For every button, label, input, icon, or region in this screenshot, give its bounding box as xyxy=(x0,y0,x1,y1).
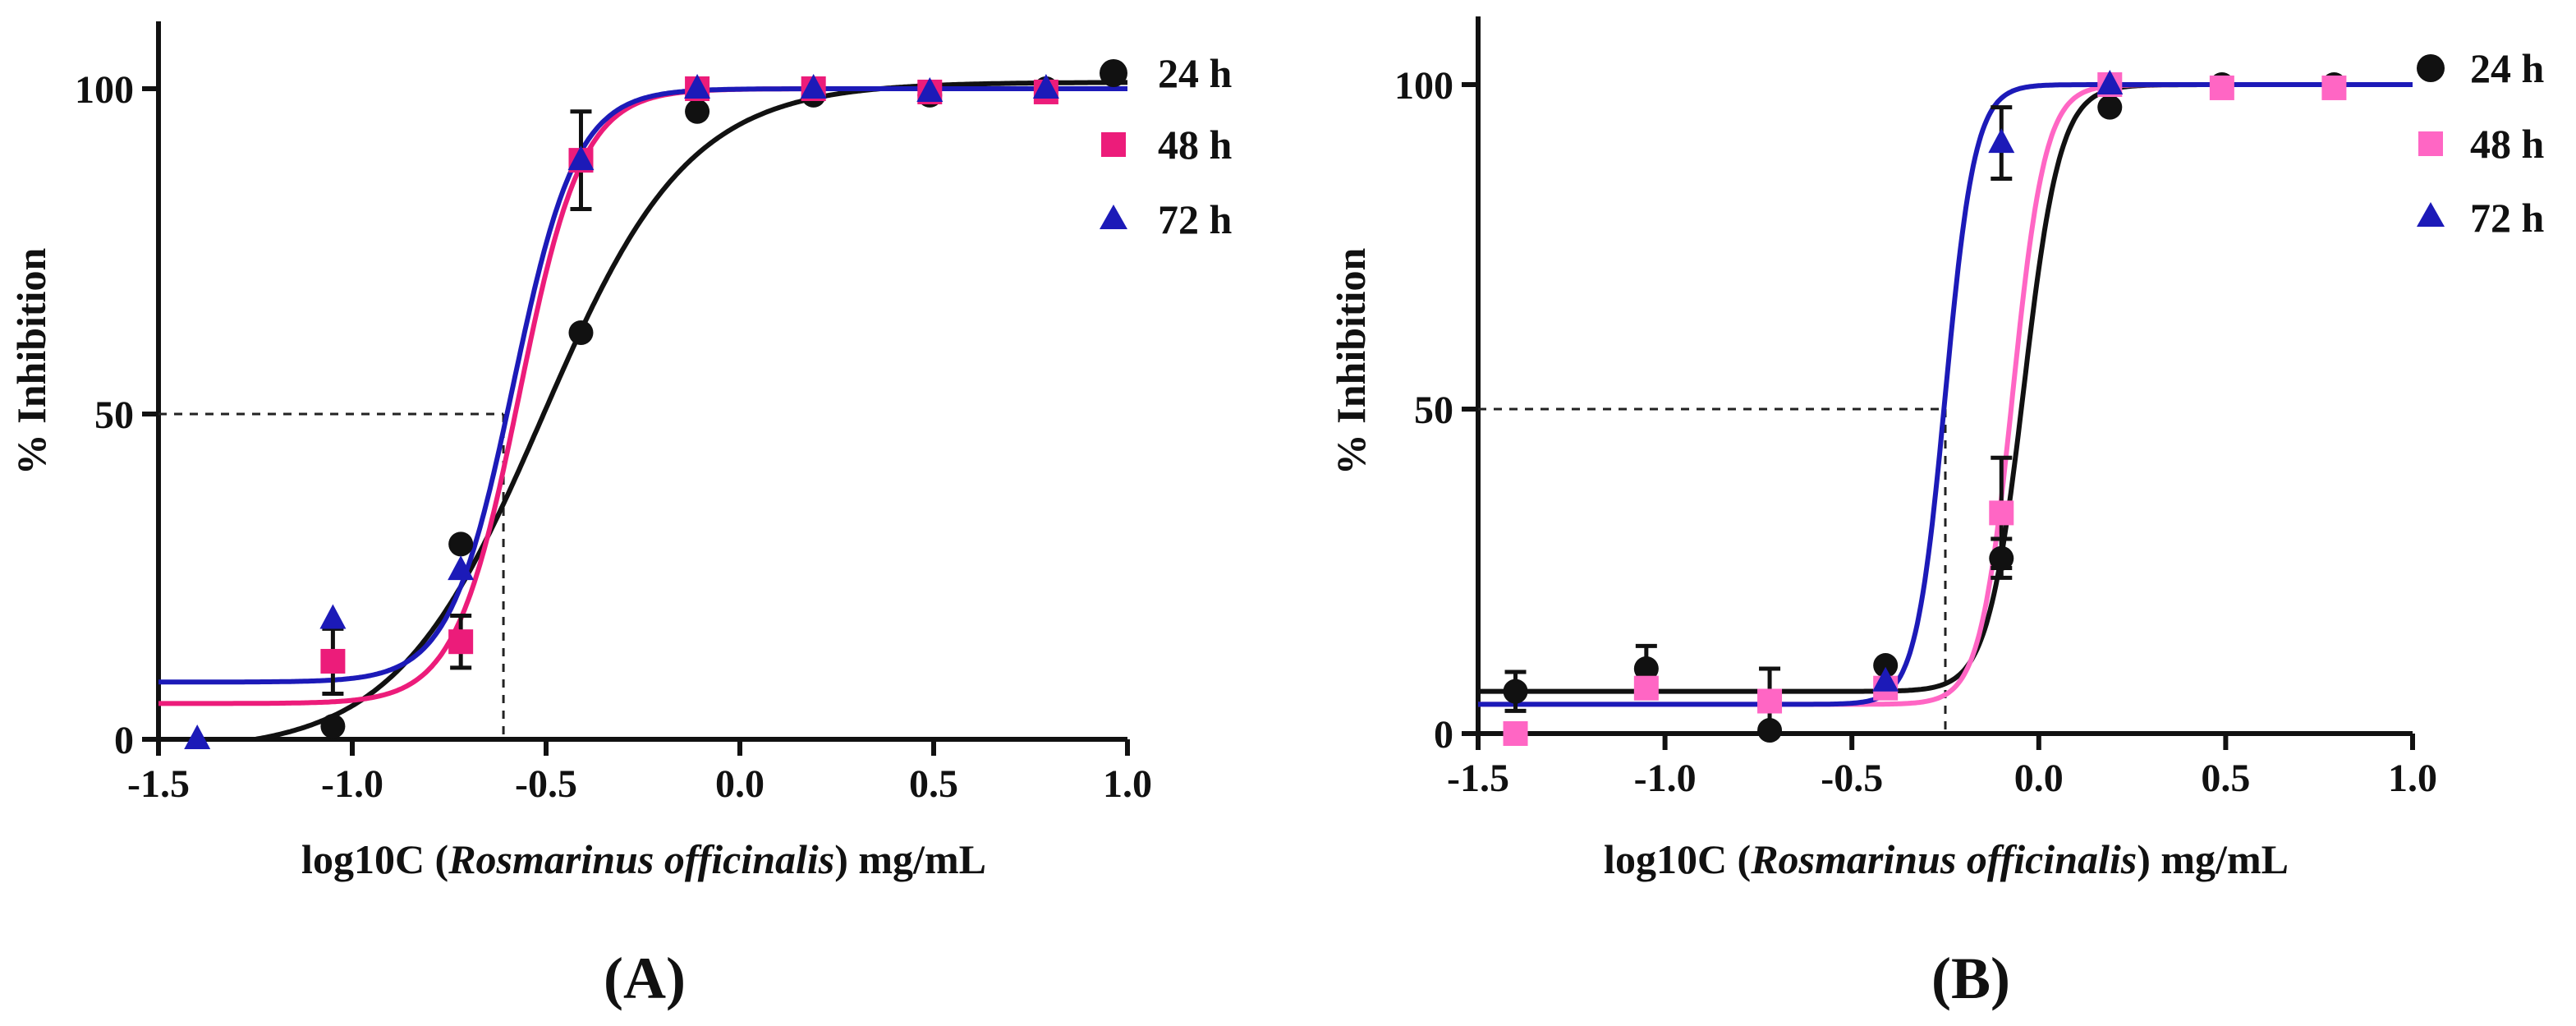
data-point-triangle xyxy=(184,725,211,749)
x-tick-label: -1.0 xyxy=(321,762,383,806)
data-point-square xyxy=(448,629,474,655)
x-tick-label: -0.5 xyxy=(515,762,577,806)
error-bars xyxy=(1504,105,2013,736)
data-point-square xyxy=(2209,75,2234,100)
x-axis-title: log10C (Rosmarinus officinalis) mg/mL xyxy=(301,836,986,882)
data-point-triangle xyxy=(2096,70,2124,94)
data-point-triangle xyxy=(684,74,711,99)
legend-marker-square xyxy=(1101,132,1126,157)
fit-curve-72h xyxy=(158,86,1127,685)
legend-marker-square xyxy=(2418,131,2443,156)
data-point-circle xyxy=(1873,653,1899,679)
legend-marker-circle xyxy=(2417,54,2445,82)
legend-label: 48 h xyxy=(2470,121,2545,167)
panel-label: (A) xyxy=(604,945,686,1011)
x-tick-label: 1.0 xyxy=(1103,762,1152,806)
legend-item-24h: 24 h xyxy=(1100,50,1233,96)
x-tick-label: 1.0 xyxy=(2388,757,2437,800)
legend-item-48h: 48 h xyxy=(2418,121,2545,167)
ic50-reference-lines xyxy=(1478,407,1947,734)
x-tick-label: 0.5 xyxy=(2201,757,2250,800)
data-point-circle xyxy=(1989,545,2014,571)
legend-label: 72 h xyxy=(2470,195,2545,241)
data-point-circle xyxy=(2097,94,2123,120)
data-point-circle xyxy=(685,99,710,124)
legend-marker-triangle xyxy=(1100,205,1127,229)
x-tick-label: -1.0 xyxy=(1634,757,1697,800)
legend-item-24h: 24 h xyxy=(2417,45,2545,91)
x-tick-label: 0.5 xyxy=(909,762,958,806)
legend: 24 h 48 h 72 h xyxy=(2417,45,2545,241)
data-point-triangle xyxy=(567,145,595,171)
fit-curve-72h xyxy=(1478,82,2413,707)
y-axis-title: % Inhibition xyxy=(8,248,54,476)
legend-label: 24 h xyxy=(1158,50,1233,96)
data-point-triangle xyxy=(319,604,347,629)
data-point-square xyxy=(1757,688,1783,714)
legend-item-72h: 72 h xyxy=(2417,195,2545,241)
x-axis-title: log10C (Rosmarinus officinalis) mg/mL xyxy=(1604,836,2289,882)
legend-marker-triangle xyxy=(2417,202,2445,227)
y-tick-label: 50 xyxy=(1414,389,1453,432)
fit-curve-24h xyxy=(255,80,1127,742)
data-point-triangle xyxy=(1988,128,2015,154)
legend-label: 72 h xyxy=(1158,196,1233,242)
data-point-triangle xyxy=(800,74,827,99)
panel-b: -1.5 -1.0 -0.5 0.0 0.5 1.0 0 50 100 log10C (Ros… xyxy=(1328,16,2545,1011)
data-point-square xyxy=(2321,75,2347,100)
data-points xyxy=(184,74,1059,749)
x-tick-label: -0.5 xyxy=(1821,757,1883,800)
data-point-triangle xyxy=(1872,666,1899,692)
y-ticks: 0 50 100 xyxy=(1394,64,1478,757)
data-point-square xyxy=(1633,675,1659,701)
x-tick-label: -1.5 xyxy=(1447,757,1509,800)
fit-curves xyxy=(158,80,1127,742)
data-point-circle xyxy=(448,531,474,557)
fit-curve-48h xyxy=(158,86,1127,706)
x-ticks: -1.5 -1.0 -0.5 0.0 0.5 1.0 xyxy=(1447,734,2437,800)
data-point-triangle xyxy=(916,76,944,102)
y-tick-label: 50 xyxy=(94,393,134,437)
legend-item-72h: 72 h xyxy=(1100,196,1233,242)
fit-curves xyxy=(1478,82,2413,707)
data-point-square xyxy=(1989,500,2014,526)
data-point-square xyxy=(320,648,346,674)
data-point-square xyxy=(1503,721,1528,746)
x-tick-label: -1.5 xyxy=(127,762,190,806)
y-tick-label: 0 xyxy=(114,719,134,762)
data-point-circle xyxy=(320,714,346,739)
legend-label: 24 h xyxy=(2470,45,2545,91)
y-axis-title: % Inhibition xyxy=(1328,248,1374,476)
data-point-circle xyxy=(1503,679,1528,704)
data-point-triangle xyxy=(448,555,475,581)
data-point-circle xyxy=(568,320,594,345)
data-points xyxy=(1503,70,2347,746)
x-tick-label: 0.0 xyxy=(2014,757,2064,800)
y-ticks: 0 50 100 xyxy=(75,68,158,762)
x-ticks: -1.5 -1.0 -0.5 0.0 0.5 1.0 xyxy=(127,739,1152,806)
data-point-circle xyxy=(1757,718,1783,743)
data-point-circle xyxy=(1633,656,1659,681)
legend-label: 48 h xyxy=(1158,122,1233,168)
y-tick-label: 0 xyxy=(1434,713,1453,757)
y-tick-label: 100 xyxy=(75,68,134,112)
panel-a: -1.5 -1.0 -0.5 0.0 0.5 1.0 0 50 100 log10C (Ros… xyxy=(8,21,1233,1011)
data-point-triangle xyxy=(1032,74,1059,99)
panel-label: (B) xyxy=(1931,945,2010,1011)
x-tick-label: 0.0 xyxy=(715,762,765,806)
legend-item-48h: 48 h xyxy=(1101,122,1233,168)
y-tick-label: 100 xyxy=(1394,64,1453,108)
legend-marker-circle xyxy=(1100,59,1127,87)
legend: 24 h 48 h 72 h xyxy=(1100,50,1233,242)
